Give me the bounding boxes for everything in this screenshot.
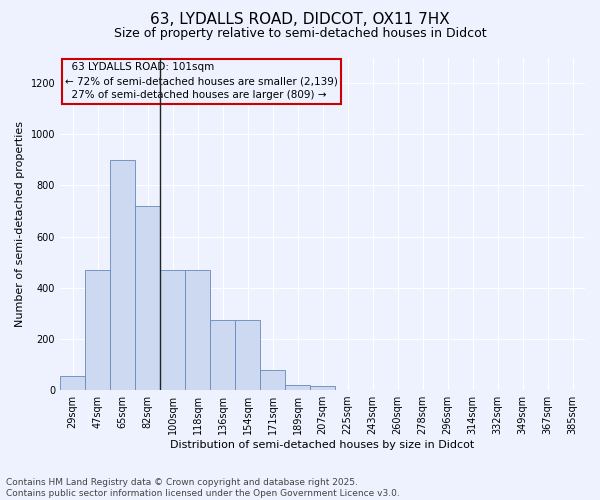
Text: Size of property relative to semi-detached houses in Didcot: Size of property relative to semi-detach… [113,28,487,40]
Text: 63 LYDALLS ROAD: 101sqm
← 72% of semi-detached houses are smaller (2,139)
  27% : 63 LYDALLS ROAD: 101sqm ← 72% of semi-de… [65,62,338,100]
Bar [260,370,285,390]
Bar [185,270,210,390]
Bar [160,270,185,390]
Bar [85,270,110,390]
Bar [235,320,260,390]
Text: 63, LYDALLS ROAD, DIDCOT, OX11 7HX: 63, LYDALLS ROAD, DIDCOT, OX11 7HX [150,12,450,28]
Y-axis label: Number of semi-detached properties: Number of semi-detached properties [15,121,25,327]
Bar [135,206,160,390]
Bar [110,160,135,390]
X-axis label: Distribution of semi-detached houses by size in Didcot: Distribution of semi-detached houses by … [170,440,475,450]
Bar [210,320,235,390]
Bar [310,386,335,390]
Text: Contains HM Land Registry data © Crown copyright and database right 2025.
Contai: Contains HM Land Registry data © Crown c… [6,478,400,498]
Bar [60,376,85,390]
Bar [285,385,310,390]
